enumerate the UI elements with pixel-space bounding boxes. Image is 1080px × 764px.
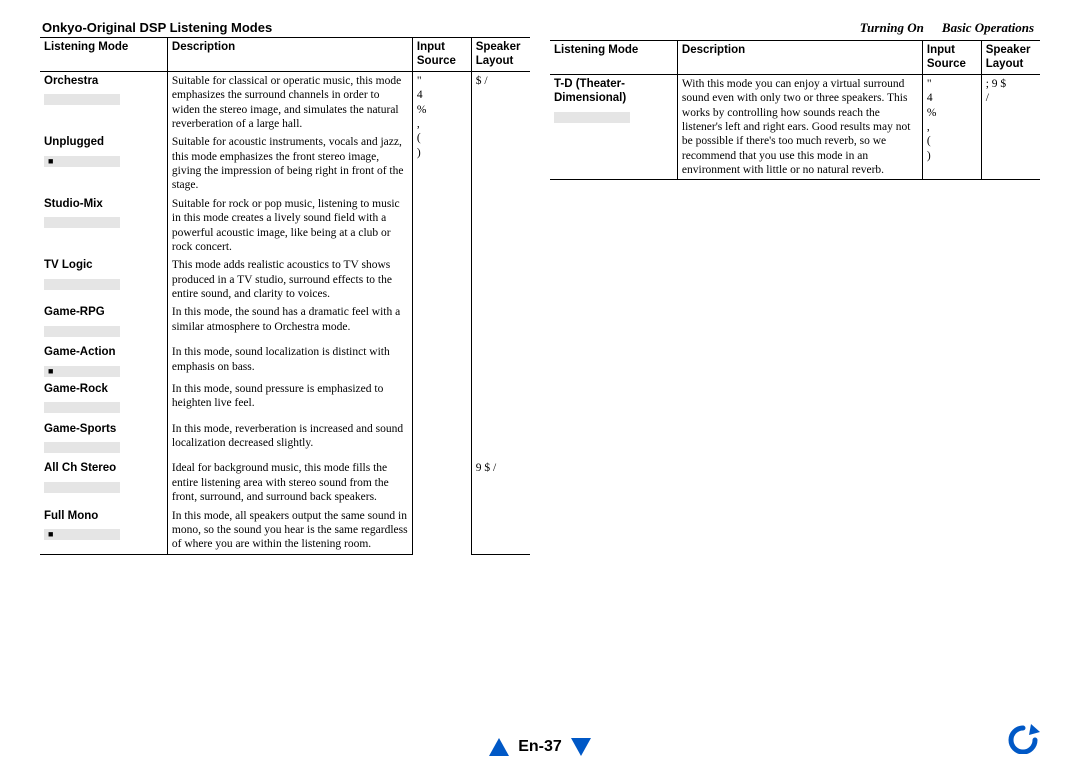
speaker-layout-cell: 9 $ /	[471, 459, 530, 506]
speaker-layout-cell	[471, 380, 530, 420]
col-desc: Description	[167, 38, 412, 72]
mode-name: Unplugged	[44, 135, 163, 149]
right-column: Turning On Basic Operations Listening Mo…	[550, 20, 1040, 555]
col-mode: Listening Mode	[40, 38, 167, 72]
mode-cell: Game-RPG	[40, 303, 167, 343]
mode-description: In this mode, the sound has a dramatic f…	[167, 303, 412, 343]
mode-cell: Studio-Mix	[40, 195, 167, 257]
page-number: En-37	[518, 738, 562, 755]
speaker-layout-cell	[471, 256, 530, 303]
section-title: Onkyo-Original DSP Listening Modes	[40, 20, 530, 35]
mode-display-icon	[44, 482, 120, 493]
mode-display-icon: ■	[44, 529, 120, 540]
mode-display-icon	[44, 217, 120, 228]
mode-name: Game-RPG	[44, 305, 163, 319]
speaker-layout-cell: ; 9 $ /	[981, 74, 1040, 180]
mode-display-icon	[554, 112, 630, 123]
next-page-icon[interactable]	[571, 738, 591, 756]
prev-page-icon[interactable]	[489, 738, 509, 756]
mode-display-icon	[44, 442, 120, 453]
mode-display-icon	[44, 279, 120, 290]
mode-name: T-D (Theater-Dimensional)	[554, 77, 673, 106]
modes-table-left: Listening Mode Description Input Source …	[40, 37, 530, 555]
input-source-cell: " 4 % , ( )	[412, 71, 471, 554]
col-lay: Speaker Layout	[471, 38, 530, 72]
page-footer: En-37	[0, 738, 1080, 756]
mode-description: In this mode, sound pressure is emphasiz…	[167, 380, 412, 420]
mode-cell: Full Mono ■	[40, 507, 167, 555]
mode-description: Suitable for classical or operatic music…	[167, 71, 412, 133]
mode-description: With this mode you can enjoy a virtual s…	[677, 74, 922, 180]
mode-display-icon	[44, 326, 120, 337]
mode-display-icon: ■	[44, 156, 120, 167]
mode-cell: Orchestra	[40, 71, 167, 133]
mode-description: Suitable for rock or pop music, listenin…	[167, 195, 412, 257]
mode-cell: TV Logic	[40, 256, 167, 303]
mode-description: Ideal for background music, this mode fi…	[167, 459, 412, 506]
col-desc: Description	[677, 41, 922, 75]
mode-name: Studio-Mix	[44, 197, 163, 211]
speaker-layout-cell	[471, 195, 530, 257]
mode-cell: Game-Sports	[40, 420, 167, 460]
mode-description: In this mode, sound localization is dist…	[167, 343, 412, 380]
mode-name: Orchestra	[44, 74, 163, 88]
mode-name: Game-Sports	[44, 422, 163, 436]
page-section-header: Turning On Basic Operations	[550, 20, 1040, 36]
col-lay: Speaker Layout	[981, 41, 1040, 75]
modes-table-right: Listening Mode Description Input Source …	[550, 40, 1040, 180]
col-mode: Listening Mode	[550, 41, 677, 75]
input-source-cell: " 4 % , ( )	[922, 74, 981, 180]
speaker-layout-cell	[471, 420, 530, 460]
mode-name: Game-Action	[44, 345, 163, 359]
speaker-layout-cell: $ /	[471, 71, 530, 133]
mode-name: Full Mono	[44, 509, 163, 523]
mode-description: In this mode, reverberation is increased…	[167, 420, 412, 460]
mode-description: In this mode, all speakers output the sa…	[167, 507, 412, 555]
speaker-layout-cell	[471, 303, 530, 343]
speaker-layout-cell	[471, 343, 530, 380]
col-src: Input Source	[922, 41, 981, 75]
mode-cell: Game-Action ■	[40, 343, 167, 380]
header-right: Basic Operations	[942, 20, 1034, 36]
mode-display-icon: ■	[44, 366, 120, 377]
col-src: Input Source	[412, 38, 471, 72]
speaker-layout-cell	[471, 507, 530, 555]
return-icon[interactable]	[1006, 724, 1040, 758]
mode-name: All Ch Stereo	[44, 461, 163, 475]
mode-description: This mode adds realistic acoustics to TV…	[167, 256, 412, 303]
speaker-layout-cell	[471, 133, 530, 195]
left-column: Onkyo-Original DSP Listening Modes Liste…	[40, 20, 530, 555]
mode-description: Suitable for acoustic instruments, vocal…	[167, 133, 412, 195]
mode-cell: All Ch Stereo	[40, 459, 167, 506]
mode-display-icon	[44, 402, 120, 413]
mode-cell: T-D (Theater-Dimensional)	[550, 74, 677, 180]
mode-name: TV Logic	[44, 258, 163, 272]
mode-name: Game-Rock	[44, 382, 163, 396]
mode-display-icon	[44, 94, 120, 105]
mode-cell: Game-Rock	[40, 380, 167, 420]
mode-cell: Unplugged ■	[40, 133, 167, 195]
header-left: Turning On	[860, 20, 924, 36]
